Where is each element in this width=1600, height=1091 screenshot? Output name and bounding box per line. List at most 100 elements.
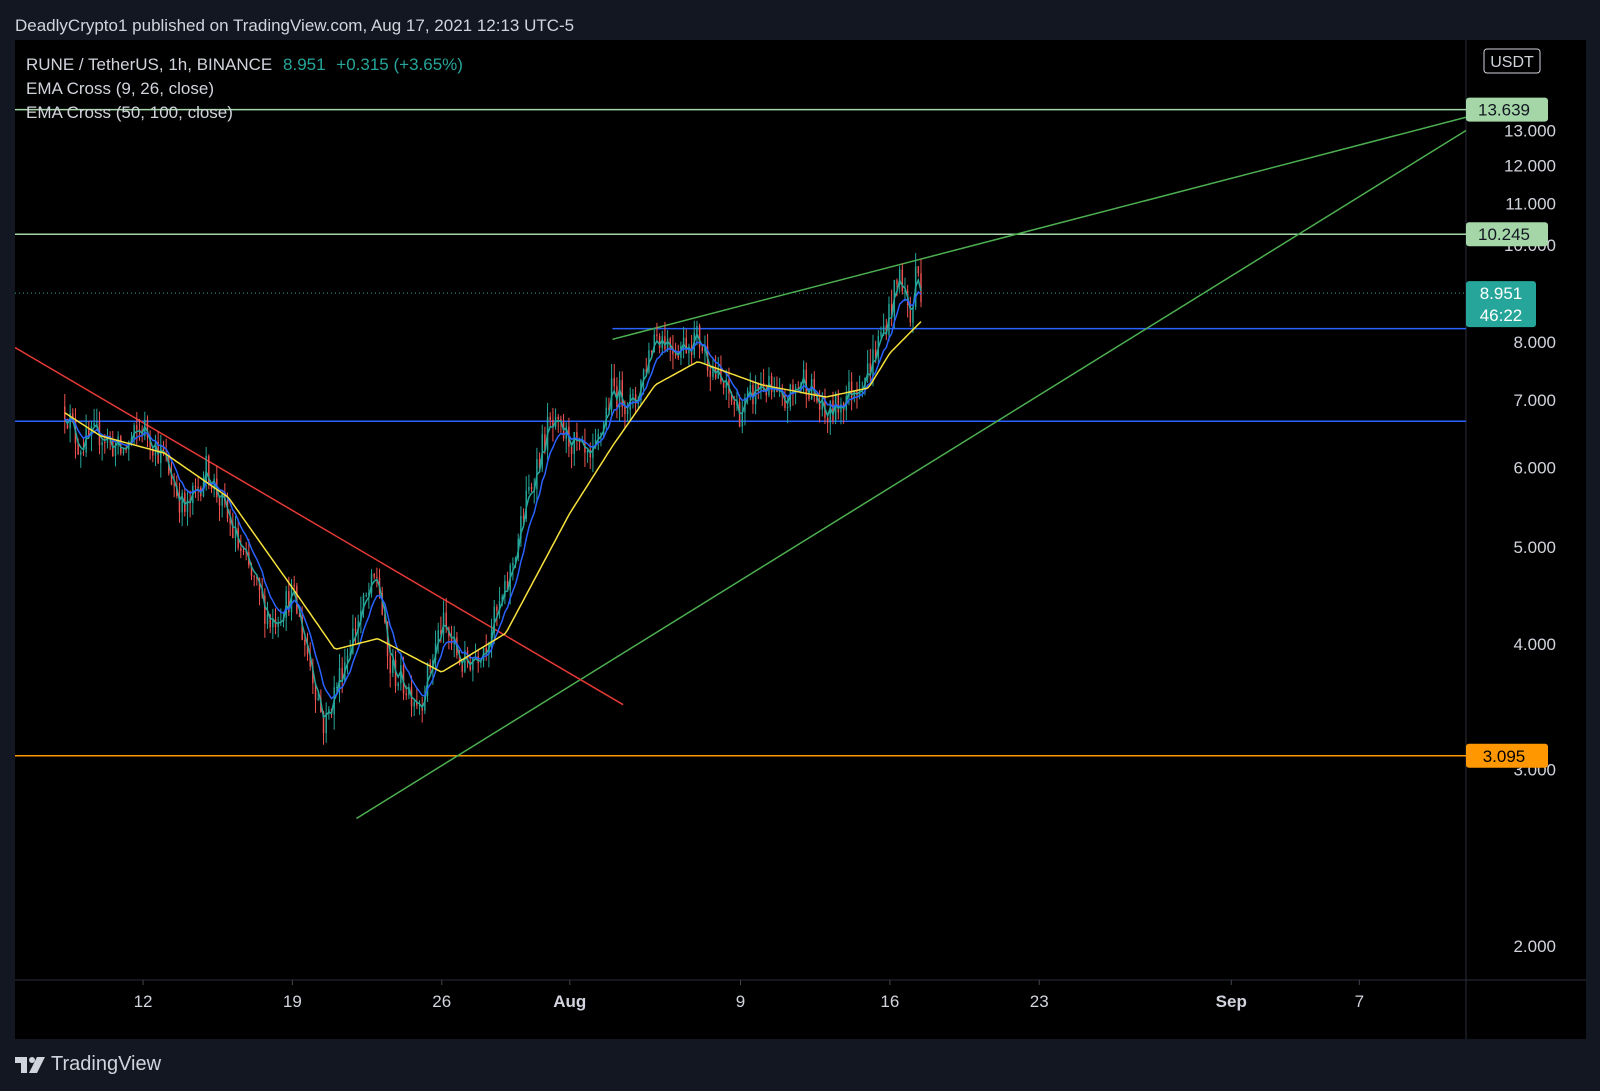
candle-body <box>464 650 466 672</box>
candle-body <box>762 382 765 390</box>
candle-body <box>160 445 162 464</box>
ema-50-line[interactable] <box>64 321 922 673</box>
candle-body <box>552 419 554 428</box>
candle-body <box>618 380 621 408</box>
candle-body <box>400 665 402 684</box>
candle-body <box>397 683 399 686</box>
header-bar: DeadlyCrypto1 published on TradingView.c… <box>0 0 1600 40</box>
candle-body <box>544 434 546 451</box>
price-chart[interactable]: 2.0003.0004.0005.0006.0007.0008.00010.00… <box>15 40 1586 1039</box>
candle-body <box>242 550 245 552</box>
candle-body <box>722 381 725 388</box>
candle-body <box>194 485 197 487</box>
candle-body <box>122 449 125 454</box>
candle-body <box>381 593 383 615</box>
last-price-label: 8.951 <box>283 55 326 74</box>
candle-body <box>197 486 199 488</box>
candle-body <box>480 661 482 663</box>
candle-body <box>672 347 674 355</box>
candle-body <box>752 385 754 405</box>
candle-body <box>234 527 237 539</box>
candle-body <box>837 394 840 413</box>
candle-body <box>573 432 575 455</box>
candle-body <box>392 659 394 674</box>
candle-body <box>298 613 301 617</box>
candle-body <box>328 709 330 714</box>
candle-body <box>786 406 789 408</box>
candle-body <box>250 565 253 576</box>
candle-body <box>173 484 175 487</box>
tradingview-logo-icon <box>15 1056 45 1073</box>
candle-body <box>674 354 677 356</box>
candle-body <box>853 390 856 398</box>
candle-body <box>576 432 578 442</box>
candle-body <box>805 369 808 395</box>
candle-body <box>341 668 343 682</box>
candle-body <box>909 305 912 323</box>
candle-body <box>882 325 885 333</box>
x-tick-label: 12 <box>134 992 153 1011</box>
y-tick-label: 8.000 <box>1513 333 1556 352</box>
candle-body <box>741 412 744 427</box>
candle-body <box>757 382 760 390</box>
upper-wedge-trendline[interactable] <box>612 116 1467 341</box>
candle-body <box>658 336 661 348</box>
candle-body <box>93 422 95 426</box>
candle-body <box>469 662 471 670</box>
footer-bar: TradingView <box>0 1039 1600 1091</box>
legend-indicator-ema-50-100[interactable]: EMA Cross (50, 100, close) <box>26 103 233 122</box>
x-tick-label: 16 <box>880 992 899 1011</box>
candle-body <box>472 658 474 670</box>
candle-body <box>541 434 543 469</box>
lower-wedge-trendline[interactable] <box>356 129 1467 820</box>
candle-body <box>525 490 527 519</box>
candle-body <box>520 515 522 539</box>
candle-body <box>146 419 149 438</box>
candle-body <box>362 595 365 611</box>
candle-body <box>306 645 309 655</box>
price-label-10-245: 10.245 <box>1478 225 1530 244</box>
candle-body <box>253 575 255 577</box>
candle-body <box>770 375 773 393</box>
candle-body <box>818 401 821 410</box>
candle-body <box>698 325 701 348</box>
candle-body <box>77 443 79 455</box>
candle-body <box>405 693 407 696</box>
currency-label: USDT <box>1490 54 1534 71</box>
candle-body <box>386 621 389 657</box>
downtrend-trendline[interactable] <box>15 346 624 706</box>
y-tick-label: 5.000 <box>1513 538 1556 557</box>
candle-body <box>418 705 421 707</box>
candle-body <box>218 497 221 506</box>
candle-body <box>898 269 901 285</box>
tradingview-brand[interactable]: TradingView <box>15 1053 161 1076</box>
y-tick-label: 11.000 <box>1505 194 1556 213</box>
currency-button[interactable] <box>1483 48 1541 74</box>
candle-body <box>688 346 690 354</box>
candle-body <box>712 368 714 377</box>
candle-body <box>389 656 391 674</box>
legend-symbol-row[interactable]: RUNE / TetherUS, 1h, BINANCE 8.951 +0.31… <box>26 53 463 77</box>
candle-body <box>578 441 581 443</box>
candle-body <box>322 712 325 734</box>
candle-body <box>610 378 613 410</box>
candle-body <box>821 397 824 410</box>
candle-body <box>224 492 226 502</box>
candle-body <box>514 558 517 564</box>
x-tick-label: Sep <box>1216 992 1247 1011</box>
candle-body <box>205 456 207 483</box>
candle-body <box>338 668 341 688</box>
candle-body <box>357 621 359 631</box>
candle-body <box>669 338 671 348</box>
candle-body <box>725 379 728 388</box>
candle-body <box>746 390 749 398</box>
candle-body <box>816 396 818 402</box>
legend-indicator-ema-9-26[interactable]: EMA Cross (9, 26, close) <box>26 79 215 98</box>
candle-body <box>850 381 853 398</box>
candle-body <box>917 266 920 274</box>
chart-area[interactable]: 2.0003.0004.0005.0006.0007.0008.00010.00… <box>15 40 1586 1039</box>
candle-body <box>808 394 810 400</box>
candle-body <box>493 606 495 633</box>
candle-body <box>709 370 712 377</box>
candle-body <box>733 401 736 405</box>
